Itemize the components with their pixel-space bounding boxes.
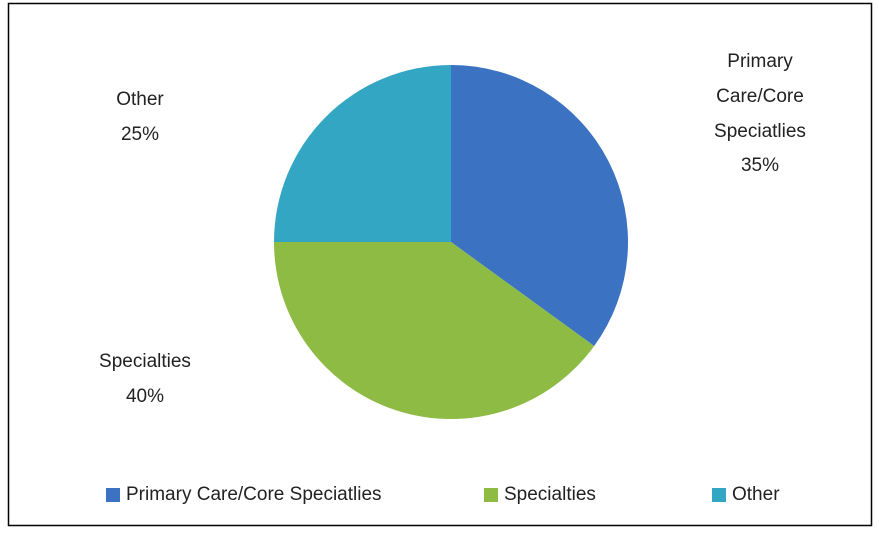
pie-slice: [274, 242, 595, 419]
label-line: Primary: [727, 51, 793, 72]
label-line: Other: [116, 89, 164, 110]
label-line: Specialties: [99, 351, 191, 372]
data-label-category: Specialties: [99, 351, 191, 372]
legend-swatch: [712, 488, 726, 502]
legend-swatch: [106, 488, 120, 502]
legend-label: Specialties: [504, 484, 596, 505]
legend-label: Primary Care/Core Speciatlies: [126, 484, 382, 505]
legend-swatch: [484, 488, 498, 502]
pie-slice: [274, 65, 451, 242]
data-label-value: 40%: [126, 386, 164, 407]
label-line: Speciatlies: [714, 121, 806, 142]
label-line: Care/Core: [716, 86, 804, 107]
data-label-value: 25%: [121, 124, 159, 145]
data-label-category: Other: [116, 89, 164, 110]
data-label-category: Primary Care/Core Speciatlies: [714, 51, 806, 142]
legend-label: Other: [732, 484, 780, 505]
pie-slice: [451, 65, 628, 347]
data-label-value: 35%: [741, 155, 779, 176]
